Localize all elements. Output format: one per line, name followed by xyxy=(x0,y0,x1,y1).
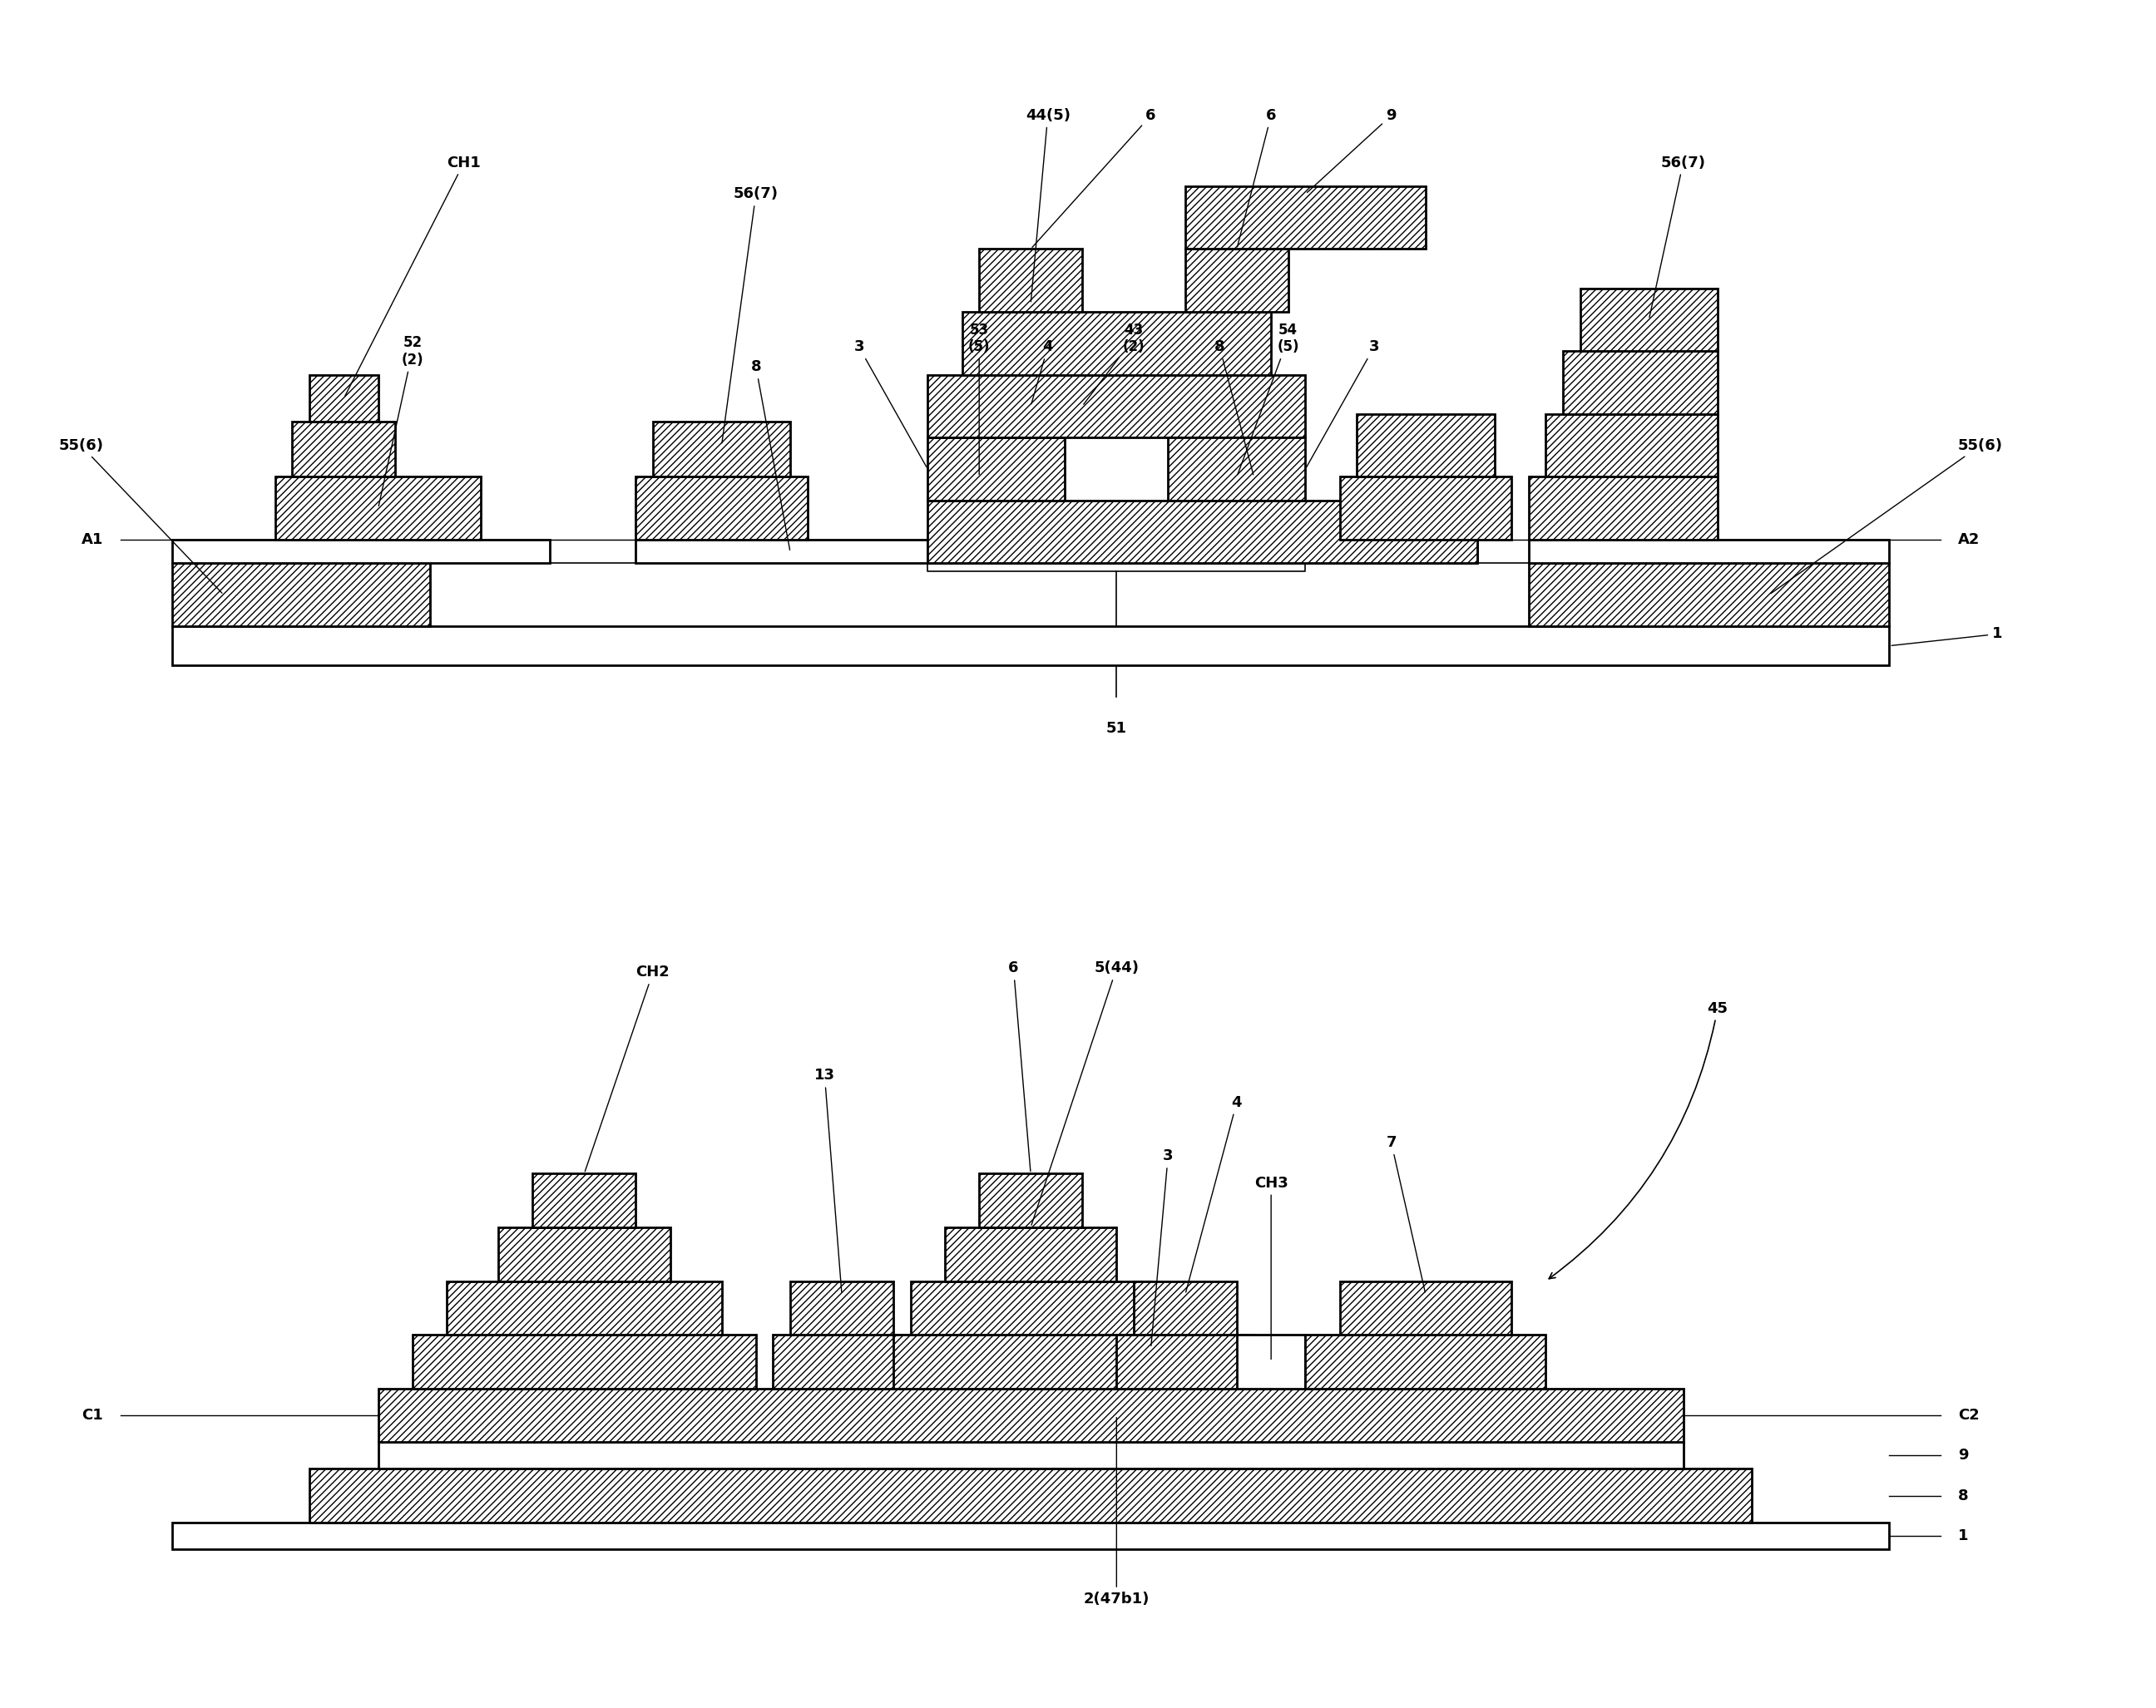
Text: 9: 9 xyxy=(1958,1448,1968,1464)
Bar xyxy=(1563,352,1718,413)
Bar xyxy=(172,627,1889,666)
Bar xyxy=(276,477,481,540)
Bar xyxy=(377,1442,1684,1469)
Text: 9: 9 xyxy=(1307,108,1397,193)
Bar xyxy=(927,500,1477,564)
Bar xyxy=(1186,249,1289,313)
Text: 13: 13 xyxy=(815,1068,841,1293)
Bar xyxy=(636,477,808,540)
Bar xyxy=(498,1228,671,1281)
Text: 4: 4 xyxy=(1186,1095,1242,1293)
Bar xyxy=(172,564,429,627)
Text: 7: 7 xyxy=(1386,1136,1425,1293)
Text: 56(7): 56(7) xyxy=(1649,155,1705,318)
Text: 3: 3 xyxy=(854,340,927,466)
Bar xyxy=(927,540,1477,564)
Text: 51: 51 xyxy=(1106,721,1128,736)
Text: 6: 6 xyxy=(1238,108,1276,246)
Bar xyxy=(377,1389,1684,1442)
Bar xyxy=(910,1281,1151,1334)
Bar xyxy=(653,422,791,477)
Bar xyxy=(636,540,944,564)
Text: CH2: CH2 xyxy=(584,965,671,1172)
Text: A1: A1 xyxy=(82,533,103,547)
Bar xyxy=(1339,1281,1511,1334)
Bar xyxy=(927,437,1065,500)
Bar xyxy=(172,1522,1889,1549)
Bar xyxy=(1238,1334,1304,1389)
Bar xyxy=(1580,289,1718,352)
Bar xyxy=(1117,1334,1255,1389)
Text: 55(6): 55(6) xyxy=(58,437,222,593)
Text: A2: A2 xyxy=(1958,533,1979,547)
Text: 52
(2): 52 (2) xyxy=(379,335,423,506)
Text: 6: 6 xyxy=(1033,108,1156,248)
Bar xyxy=(533,1173,636,1228)
Text: C2: C2 xyxy=(1958,1407,1979,1423)
Bar xyxy=(1529,477,1718,540)
Bar xyxy=(310,1469,1753,1522)
Text: 2(47b1): 2(47b1) xyxy=(1084,1418,1149,1607)
Bar xyxy=(1356,413,1494,477)
Text: C1: C1 xyxy=(82,1407,103,1423)
Bar xyxy=(893,1334,1169,1389)
Bar xyxy=(791,1281,893,1334)
Bar xyxy=(1169,437,1304,500)
Text: 53
(5): 53 (5) xyxy=(968,323,990,475)
Text: 43
(2): 43 (2) xyxy=(1084,323,1145,405)
Text: 8: 8 xyxy=(1214,340,1253,475)
Bar xyxy=(1134,1281,1238,1334)
Bar xyxy=(1186,186,1425,249)
Bar xyxy=(412,1334,757,1389)
Text: 56(7): 56(7) xyxy=(722,186,778,442)
Bar xyxy=(979,249,1082,313)
Text: 8: 8 xyxy=(1958,1488,1968,1503)
Text: 55(6): 55(6) xyxy=(1770,437,2003,593)
Bar xyxy=(1529,564,1889,627)
Text: 54
(5): 54 (5) xyxy=(1238,323,1300,475)
Bar xyxy=(979,1173,1082,1228)
Text: 5(44): 5(44) xyxy=(1031,960,1138,1225)
Bar xyxy=(1339,477,1511,540)
Text: CH3: CH3 xyxy=(1255,1175,1287,1360)
Bar xyxy=(774,1334,910,1389)
Text: 4: 4 xyxy=(1031,340,1052,405)
Text: 45: 45 xyxy=(1548,1001,1727,1279)
Text: CH1: CH1 xyxy=(345,155,481,396)
Bar xyxy=(1529,540,1889,564)
Text: 3: 3 xyxy=(1307,340,1380,466)
Bar xyxy=(310,374,377,422)
Bar xyxy=(293,422,395,477)
Text: 3: 3 xyxy=(1151,1148,1173,1346)
Bar xyxy=(944,1228,1117,1281)
Bar xyxy=(1304,1334,1546,1389)
Bar xyxy=(1546,413,1718,477)
Text: 6: 6 xyxy=(1009,960,1031,1172)
Text: 1: 1 xyxy=(1958,1529,1968,1544)
Bar xyxy=(962,313,1272,374)
Text: 8: 8 xyxy=(750,359,789,550)
Text: 1: 1 xyxy=(1891,627,2003,646)
Bar xyxy=(172,540,550,564)
Bar xyxy=(927,374,1304,437)
Bar xyxy=(446,1281,722,1334)
Text: 44(5): 44(5) xyxy=(1026,108,1069,302)
